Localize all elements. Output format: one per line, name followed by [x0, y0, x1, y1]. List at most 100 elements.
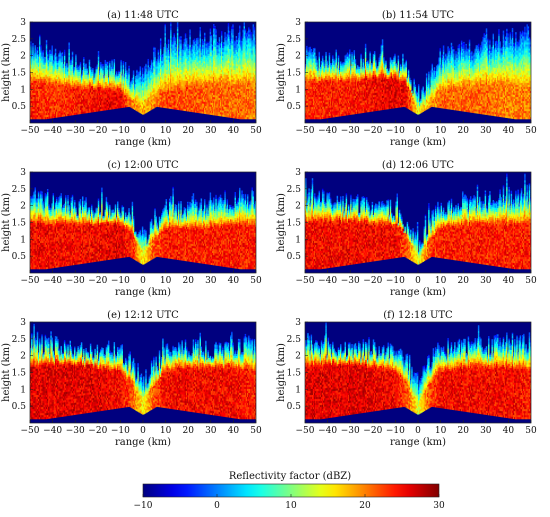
y-tick-label: 2.5 — [287, 335, 302, 345]
x-tick-label: 50 — [250, 426, 262, 436]
y-tick-label: 2.5 — [287, 35, 302, 45]
y-axis-label: height (km) — [1, 193, 12, 252]
x-tick-label: 10 — [160, 426, 172, 436]
y-axis-label: height (km) — [276, 43, 287, 102]
y-axis-label: height (km) — [276, 343, 287, 402]
y-tick-label: 3 — [295, 318, 301, 328]
x-tick-label: 40 — [503, 126, 515, 136]
x-tick-label: 50 — [525, 426, 537, 436]
x-tick-label: 40 — [503, 276, 515, 286]
x-tick-label: −50 — [21, 426, 40, 436]
y-axis-label: height (km) — [276, 193, 287, 252]
y-tick-label: 2.5 — [12, 35, 27, 45]
y-tick-label: 2 — [20, 202, 26, 212]
panel-title: (e) 12:12 UTC — [107, 310, 179, 321]
x-tick-label: −10 — [111, 126, 130, 136]
x-tick-label: 0 — [415, 426, 421, 436]
y-tick-label: 2.5 — [12, 335, 27, 345]
y-tick-label: 1 — [295, 235, 301, 245]
x-tick-label: 30 — [205, 126, 217, 136]
x-tick-label: −30 — [341, 276, 360, 286]
panel-title: (d) 12:06 UTC — [382, 160, 454, 171]
colorbar-tick-label: 20 — [359, 501, 371, 511]
panel-title: (f) 12:18 UTC — [383, 310, 453, 321]
y-tick-label: 1 — [295, 385, 301, 395]
colorbar-tick-label: −10 — [134, 501, 153, 511]
x-tick-label: −20 — [363, 126, 382, 136]
y-tick-label: 3 — [20, 318, 26, 328]
panel-title: (b) 11:54 UTC — [382, 10, 454, 21]
x-tick-label: −50 — [296, 126, 315, 136]
x-tick-label: −10 — [386, 276, 405, 286]
y-tick-label: 0.5 — [287, 252, 302, 262]
x-tick-label: −40 — [318, 276, 337, 286]
x-tick-label: −50 — [21, 276, 40, 286]
x-tick-label: 50 — [250, 126, 262, 136]
y-tick-label: 3 — [295, 18, 301, 28]
x-tick-label: 20 — [182, 126, 194, 136]
colorbar-tick-label: 10 — [285, 501, 297, 511]
x-tick-label: −20 — [88, 276, 107, 286]
x-tick-label: 10 — [160, 126, 172, 136]
x-tick-label: −30 — [66, 426, 85, 436]
x-tick-label: 0 — [415, 126, 421, 136]
y-tick-label: 2 — [295, 352, 301, 362]
y-tick-label: 3 — [295, 168, 301, 178]
x-tick-label: 10 — [435, 426, 447, 436]
x-tick-label: 20 — [182, 426, 194, 436]
x-tick-label: −40 — [318, 426, 337, 436]
y-tick-label: 0.5 — [12, 402, 27, 412]
y-tick-label: 2 — [295, 52, 301, 62]
x-tick-label: 30 — [480, 426, 492, 436]
colorbar-tick-label: 30 — [433, 501, 445, 511]
x-tick-label: 0 — [415, 276, 421, 286]
panel-title: (a) 11:48 UTC — [107, 10, 179, 21]
x-axis-label: range (km) — [390, 437, 446, 448]
x-tick-label: −10 — [386, 426, 405, 436]
y-axis-label: height (km) — [1, 343, 12, 402]
x-tick-label: −30 — [66, 276, 85, 286]
x-tick-label: 20 — [457, 276, 469, 286]
x-tick-label: −10 — [111, 426, 130, 436]
y-tick-label: 3 — [20, 18, 26, 28]
x-tick-label: 40 — [503, 426, 515, 436]
y-tick-label: 1 — [20, 85, 26, 95]
x-tick-label: −30 — [341, 126, 360, 136]
y-tick-label: 0.5 — [12, 102, 27, 112]
x-tick-label: 50 — [525, 276, 537, 286]
panel-title: (c) 12:00 UTC — [107, 160, 179, 171]
y-tick-label: 0.5 — [287, 102, 302, 112]
x-tick-label: 40 — [228, 126, 240, 136]
x-tick-label: 10 — [435, 126, 447, 136]
y-tick-label: 1.5 — [12, 69, 27, 79]
y-tick-label: 0.5 — [12, 252, 27, 262]
x-tick-label: −20 — [88, 126, 107, 136]
y-tick-label: 1.5 — [12, 219, 27, 229]
x-tick-label: −50 — [296, 426, 315, 436]
x-tick-label: −40 — [43, 426, 62, 436]
x-tick-label: 40 — [228, 276, 240, 286]
x-tick-label: 20 — [457, 426, 469, 436]
x-tick-label: −10 — [111, 276, 130, 286]
y-tick-label: 1 — [295, 85, 301, 95]
x-tick-label: 30 — [480, 276, 492, 286]
y-tick-label: 2 — [20, 52, 26, 62]
x-tick-label: −10 — [386, 126, 405, 136]
colorbar-label: Reflectivity factor (dBZ) — [229, 471, 351, 482]
y-tick-label: 2 — [20, 352, 26, 362]
x-tick-label: 0 — [140, 126, 146, 136]
x-axis-label: range (km) — [115, 287, 171, 298]
x-tick-label: −50 — [296, 276, 315, 286]
x-tick-label: −50 — [21, 126, 40, 136]
x-tick-label: 0 — [140, 426, 146, 436]
y-tick-label: 1.5 — [12, 369, 27, 379]
x-tick-label: 10 — [435, 276, 447, 286]
